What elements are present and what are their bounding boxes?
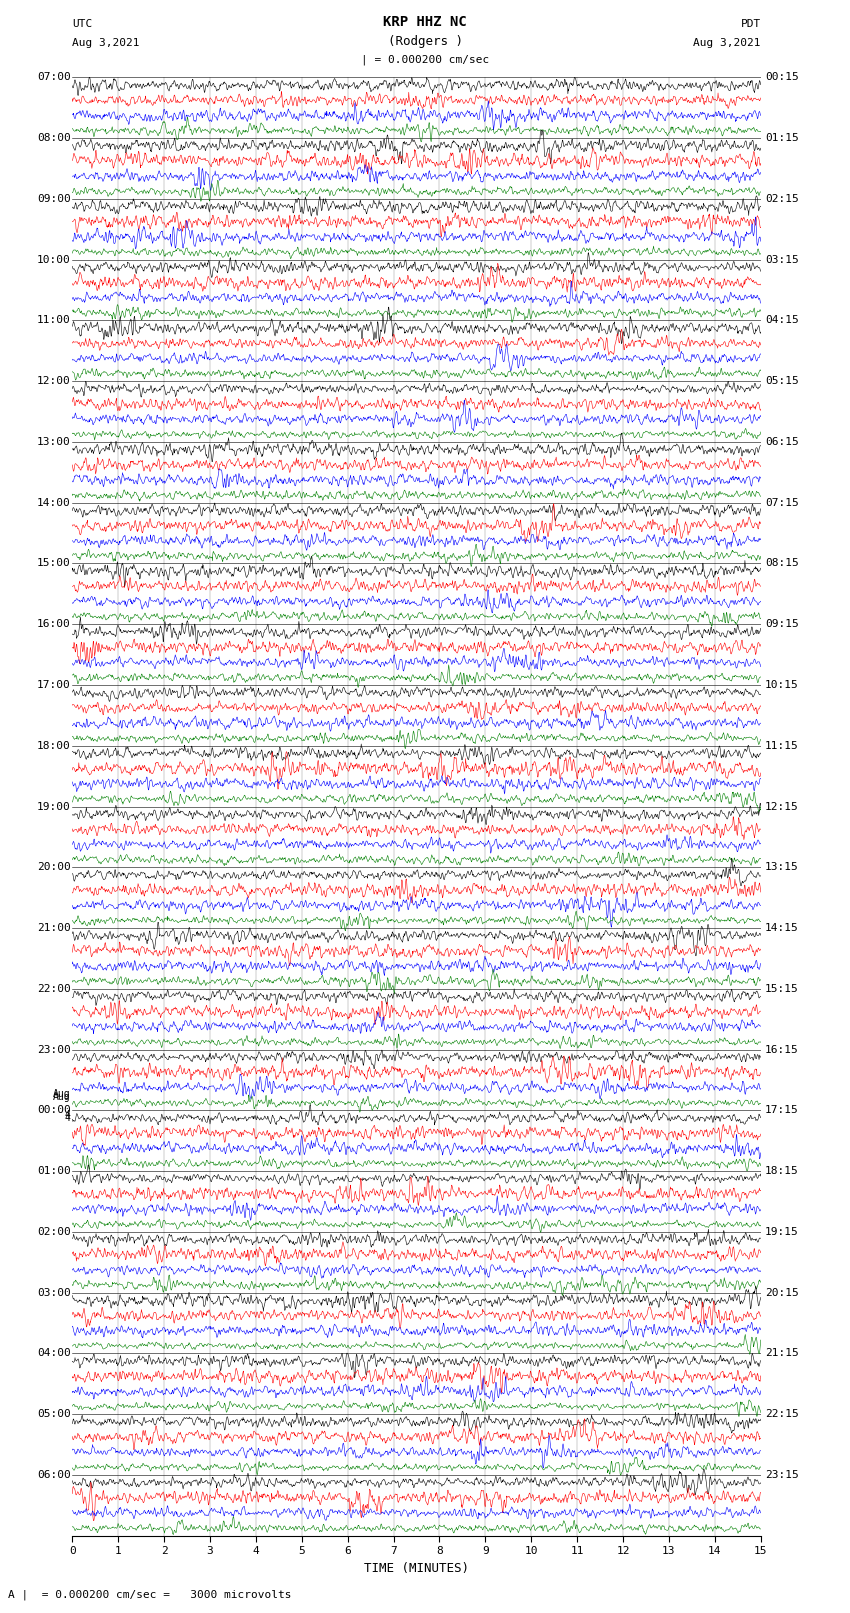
Text: 19:00: 19:00 [37,802,71,811]
Text: 14:15: 14:15 [765,923,799,932]
Text: 21:15: 21:15 [765,1348,799,1358]
Text: 4: 4 [65,1113,71,1123]
Text: 13:15: 13:15 [765,863,799,873]
Text: 17:00: 17:00 [37,681,71,690]
Text: 23:15: 23:15 [765,1469,799,1479]
Text: 19:15: 19:15 [765,1227,799,1237]
Text: Aug: Aug [53,1089,71,1098]
Text: 18:00: 18:00 [37,740,71,750]
Text: 05:15: 05:15 [765,376,799,386]
Text: 16:00: 16:00 [37,619,71,629]
Text: 02:00: 02:00 [37,1227,71,1237]
Text: 06:15: 06:15 [765,437,799,447]
Text: 00:15: 00:15 [765,73,799,82]
Text: 03:00: 03:00 [37,1287,71,1297]
Text: | = 0.000200 cm/sec: | = 0.000200 cm/sec [361,53,489,65]
Text: 01:15: 01:15 [765,134,799,144]
Text: 23:00: 23:00 [37,1045,71,1055]
Text: 00:00: 00:00 [37,1105,71,1115]
Text: 11:00: 11:00 [37,316,71,326]
Text: 03:15: 03:15 [765,255,799,265]
Text: 05:00: 05:00 [37,1410,71,1419]
Text: 09:15: 09:15 [765,619,799,629]
Text: Aug 3,2021: Aug 3,2021 [72,39,139,48]
Text: 20:00: 20:00 [37,863,71,873]
Text: 02:15: 02:15 [765,194,799,203]
Text: 06:00: 06:00 [37,1469,71,1479]
Text: 16:15: 16:15 [765,1045,799,1055]
Text: 18:15: 18:15 [765,1166,799,1176]
Text: 08:00: 08:00 [37,134,71,144]
Text: 07:15: 07:15 [765,498,799,508]
X-axis label: TIME (MINUTES): TIME (MINUTES) [364,1561,469,1574]
Text: PDT: PDT [740,19,761,29]
Text: 22:00: 22:00 [37,984,71,994]
Text: 4: 4 [65,1110,71,1121]
Text: 15:15: 15:15 [765,984,799,994]
Text: 12:15: 12:15 [765,802,799,811]
Text: 21:00: 21:00 [37,923,71,932]
Text: 11:15: 11:15 [765,740,799,750]
Text: 12:00: 12:00 [37,376,71,386]
Text: 17:15: 17:15 [765,1105,799,1115]
Text: 07:00: 07:00 [37,73,71,82]
Text: 13:00: 13:00 [37,437,71,447]
Text: 15:00: 15:00 [37,558,71,568]
Text: KRP HHZ NC: KRP HHZ NC [383,15,467,29]
Text: UTC: UTC [72,19,93,29]
Text: 20:15: 20:15 [765,1287,799,1297]
Text: Aug: Aug [53,1092,71,1102]
Text: 04:15: 04:15 [765,316,799,326]
Text: 04:00: 04:00 [37,1348,71,1358]
Text: (Rodgers ): (Rodgers ) [388,35,462,48]
Text: 08:15: 08:15 [765,558,799,568]
Text: 01:00: 01:00 [37,1166,71,1176]
Text: Aug 3,2021: Aug 3,2021 [694,39,761,48]
Text: 22:15: 22:15 [765,1410,799,1419]
Text: A |  = 0.000200 cm/sec =   3000 microvolts: A | = 0.000200 cm/sec = 3000 microvolts [8,1589,292,1600]
Text: 10:00: 10:00 [37,255,71,265]
Text: 10:15: 10:15 [765,681,799,690]
Text: 14:00: 14:00 [37,498,71,508]
Text: 09:00: 09:00 [37,194,71,203]
